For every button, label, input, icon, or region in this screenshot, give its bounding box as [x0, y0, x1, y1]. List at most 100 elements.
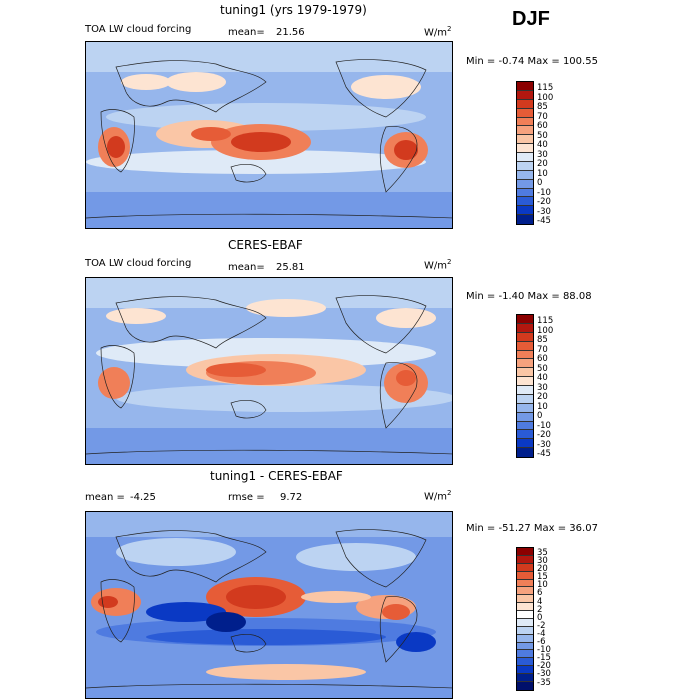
panel-2-minmax: Min = -1.40 Max = 88.08 [466, 291, 592, 302]
colorbar-tick-label: -2 [537, 620, 546, 631]
panel-3-mean-label: mean = [85, 492, 125, 503]
colorbar-tick-label: 70 [537, 344, 548, 355]
colorbar-swatch [517, 126, 533, 136]
colorbar-swatch [517, 153, 533, 162]
colorbar-tick-label: 10 [537, 168, 548, 179]
colorbar-swatch [517, 448, 533, 457]
colorbar-swatch [517, 377, 533, 386]
colorbar-swatch [517, 215, 533, 224]
colorbar-swatch [517, 323, 533, 333]
panel-2-title: CERES-EBAF [228, 238, 303, 252]
colorbar-swatch [517, 587, 533, 596]
colorbar-tick-label: 30 [537, 382, 548, 393]
colorbar-tick-label: 15 [537, 572, 548, 583]
colorbar-swatch [517, 161, 533, 171]
panel-1-colorbar-ticks: 115 100 85 70 60 50 40 30 20 10 0 -10 -20 -30 -45 [537, 83, 554, 227]
panel-3-colorbar [516, 547, 534, 691]
colorbar-swatch [517, 571, 533, 580]
colorbar-tick-label: -15 [537, 653, 551, 664]
colorbar-swatch [517, 332, 533, 342]
panel-3-rmse-value: 9.72 [280, 492, 303, 503]
panel-2-subtitle: TOA LW cloud forcing [85, 258, 192, 269]
colorbar-swatch [517, 430, 533, 440]
colorbar-tick-label: 85 [537, 102, 548, 112]
colorbar-swatch [517, 197, 533, 207]
panel-1-map [85, 41, 453, 229]
colorbar-swatch [517, 681, 533, 690]
colorbar-tick-label: 50 [537, 130, 548, 141]
colorbar-tick-label: 0 [537, 178, 543, 188]
colorbar-tick-label: 30 [537, 149, 548, 160]
colorbar-tick-label: 100 [537, 92, 554, 103]
colorbar-tick-label: 50 [537, 363, 548, 374]
colorbar-tick-label: -45 [537, 216, 551, 226]
colorbar-swatch [517, 579, 533, 588]
colorbar-swatch [517, 386, 533, 395]
colorbar-tick-label: 10 [537, 580, 548, 591]
panel-3-minmax: Min = -51.27 Max = 36.07 [466, 523, 598, 534]
colorbar-tick-label: 30 [537, 556, 548, 567]
colorbar-swatch [517, 315, 533, 324]
colorbar-swatch [517, 117, 533, 127]
colorbar-tick-label: 40 [537, 373, 548, 383]
panel-1-mean-label: mean= [228, 27, 265, 38]
colorbar-swatch [517, 90, 533, 100]
colorbar-tick-label: 4 [537, 596, 543, 607]
colorbar-tick-label: -35 [537, 677, 551, 688]
colorbar-swatch [517, 548, 533, 556]
panel-1-colorbar [516, 81, 534, 225]
colorbar-tick-label: 10 [537, 401, 548, 412]
colorbar-swatch [517, 188, 533, 198]
panel-3-map [85, 511, 453, 699]
colorbar-tick-label: -10 [537, 187, 551, 198]
colorbar-swatch [517, 82, 533, 91]
colorbar-swatch [517, 179, 533, 189]
colorbar-swatch [517, 99, 533, 109]
colorbar-tick-label: -6 [537, 637, 546, 648]
colorbar-swatch [517, 674, 533, 682]
panel-2-colorbar-ticks: 115 100 85 70 60 50 40 30 20 10 0 -10 -20 -30 -45 [537, 316, 554, 460]
colorbar-tick-label: 20 [537, 564, 548, 575]
colorbar-swatch [517, 403, 533, 413]
colorbar-tick-label: 60 [537, 121, 548, 131]
colorbar-swatch [517, 394, 533, 404]
colorbar-tick-label: -4 [537, 628, 546, 639]
colorbar-swatch [517, 626, 533, 635]
colorbar-tick-label: 60 [537, 354, 548, 364]
colorbar-tick-label: 0 [537, 411, 543, 421]
colorbar-tick-label: 115 [537, 83, 554, 93]
panel-2-mean-label: mean= [228, 262, 265, 273]
colorbar-swatch [517, 611, 533, 619]
panel-1-subtitle: TOA LW cloud forcing [85, 24, 192, 35]
colorbar-tick-label: -20 [537, 661, 551, 672]
colorbar-tick-label: -10 [537, 420, 551, 431]
panel-2-units: W/m2 [424, 258, 452, 272]
colorbar-swatch [517, 108, 533, 118]
colorbar-tick-label: 70 [537, 111, 548, 122]
colorbar-swatch [517, 359, 533, 369]
colorbar-swatch [517, 595, 533, 604]
colorbar-swatch [517, 412, 533, 422]
colorbar-tick-label: -30 [537, 206, 551, 217]
panel-2-colorbar [516, 314, 534, 458]
colorbar-tick-label: 85 [537, 335, 548, 345]
colorbar-tick-label: -20 [537, 197, 551, 207]
panel-3-colorbar-ticks: 35 30 20 15 10 6 4 2 0 -2 -4 -6 -10 -15 -20 -30 -35 [537, 549, 551, 687]
colorbar-tick-label: 115 [537, 316, 554, 326]
colorbar-tick-label: 35 [537, 548, 548, 558]
panel-3-rmse-label: rmse = [228, 492, 265, 503]
colorbar-tick-label: -30 [537, 669, 551, 680]
colorbar-swatch [517, 563, 533, 572]
colorbar-swatch [517, 658, 533, 667]
colorbar-swatch [517, 603, 533, 611]
colorbar-tick-label: -45 [537, 449, 551, 459]
colorbar-tick-label: 20 [537, 392, 548, 402]
panel-1-title: tuning1 (yrs 1979-1979) [220, 3, 367, 17]
panel-1-units: W/m2 [424, 25, 452, 39]
colorbar-tick-label: -20 [537, 430, 551, 440]
colorbar-swatch [517, 555, 533, 564]
colorbar-swatch [517, 642, 533, 651]
colorbar-swatch [517, 368, 533, 378]
colorbar-swatch [517, 650, 533, 659]
colorbar-tick-label: 2 [537, 604, 543, 615]
